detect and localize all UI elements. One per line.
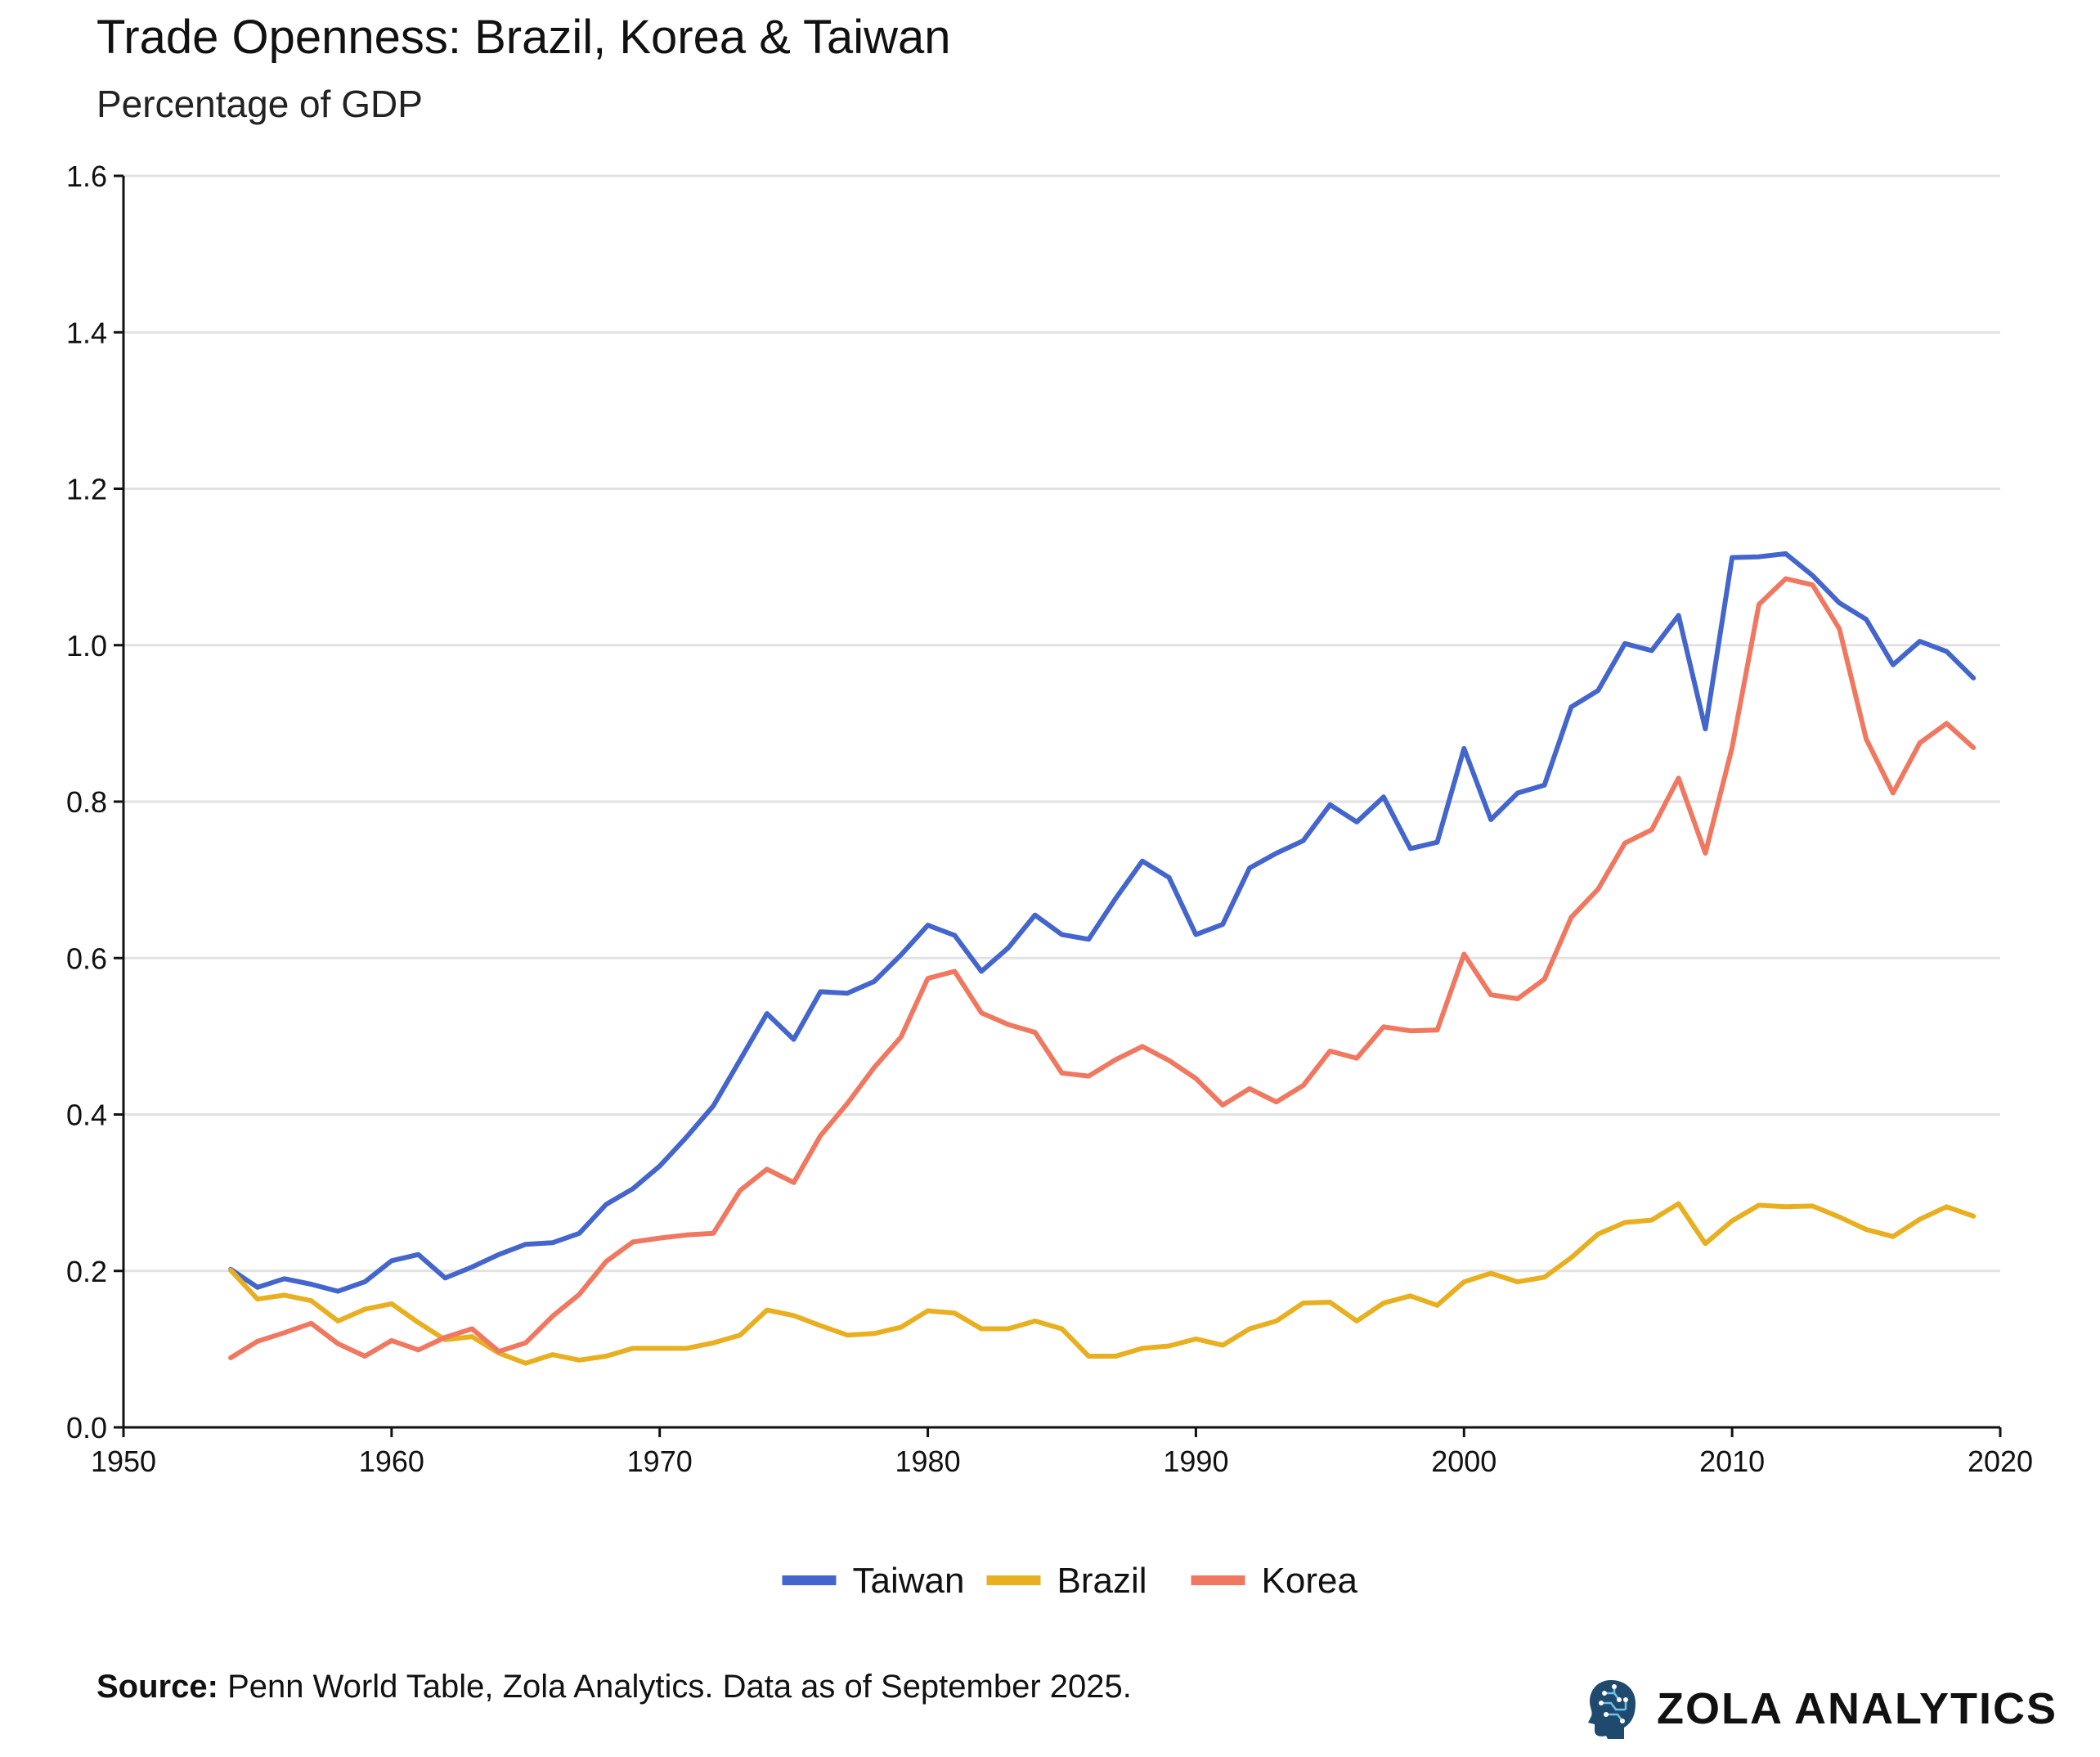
brand-name: ZOLA ANALYTICS bbox=[1657, 1684, 2058, 1733]
line-chart: 0.0 0.2 0.4 0.6 0.8 1.0 1.2 1.4 1.6 1950 1960 1970 1… bbox=[66, 160, 2033, 1601]
x-tick-label: 1960 bbox=[359, 1445, 424, 1478]
y-tick-label: 1.4 bbox=[66, 316, 107, 349]
head-circuit-icon bbox=[1588, 1680, 1636, 1739]
x-tick-label: 2020 bbox=[1968, 1445, 2033, 1478]
x-tick-label: 2010 bbox=[1699, 1445, 1765, 1478]
chart-subtitle: Percentage of GDP bbox=[96, 83, 423, 125]
series-lines bbox=[228, 550, 1977, 1366]
legend-label: Korea bbox=[1262, 1561, 1358, 1601]
source-text: Penn World Table, Zola Analytics. Data a… bbox=[227, 1669, 1132, 1705]
axes: 0.0 0.2 0.4 0.6 0.8 1.0 1.2 1.4 1.6 1950 1960 1970 1… bbox=[66, 160, 2033, 1478]
y-tick-label: 0.4 bbox=[66, 1099, 107, 1132]
y-tick-label: 1.2 bbox=[66, 473, 107, 506]
gridlines bbox=[123, 174, 2000, 1273]
series-line-brazil bbox=[228, 1201, 1977, 1366]
legend-label: Brazil bbox=[1057, 1561, 1147, 1601]
x-tick-label: 1970 bbox=[627, 1445, 693, 1478]
chart-title: Trade Openness: Brazil, Korea & Taiwan bbox=[96, 11, 951, 64]
y-tick-label: 0.2 bbox=[66, 1255, 107, 1288]
x-tick-label: 2000 bbox=[1431, 1445, 1496, 1478]
legend-item-korea: Korea bbox=[1191, 1561, 1358, 1601]
y-tick-label: 1.6 bbox=[66, 160, 107, 193]
x-tick-label: 1950 bbox=[91, 1445, 156, 1478]
y-tick-label: 0.0 bbox=[66, 1411, 107, 1445]
x-tick-label: 1990 bbox=[1163, 1445, 1228, 1478]
y-tick-label: 1.0 bbox=[66, 629, 107, 663]
series-line-taiwan bbox=[228, 550, 1977, 1294]
legend-label: Taiwan bbox=[853, 1561, 965, 1601]
legend-item-brazil: Brazil bbox=[986, 1561, 1147, 1601]
x-tick-label: 1980 bbox=[895, 1445, 961, 1478]
y-tick-label: 0.8 bbox=[66, 785, 107, 819]
legend-item-taiwan: Taiwan bbox=[782, 1561, 965, 1601]
source-note: Source: Penn World Table, Zola Analytics… bbox=[96, 1669, 1132, 1705]
brand-logo: ZOLA ANALYTICS bbox=[1586, 1677, 2057, 1741]
series-line-korea bbox=[228, 576, 1977, 1360]
y-tick-label: 0.6 bbox=[66, 941, 107, 975]
legend: Taiwan Brazil Korea bbox=[782, 1561, 1358, 1601]
source-label: Source: bbox=[96, 1669, 218, 1705]
